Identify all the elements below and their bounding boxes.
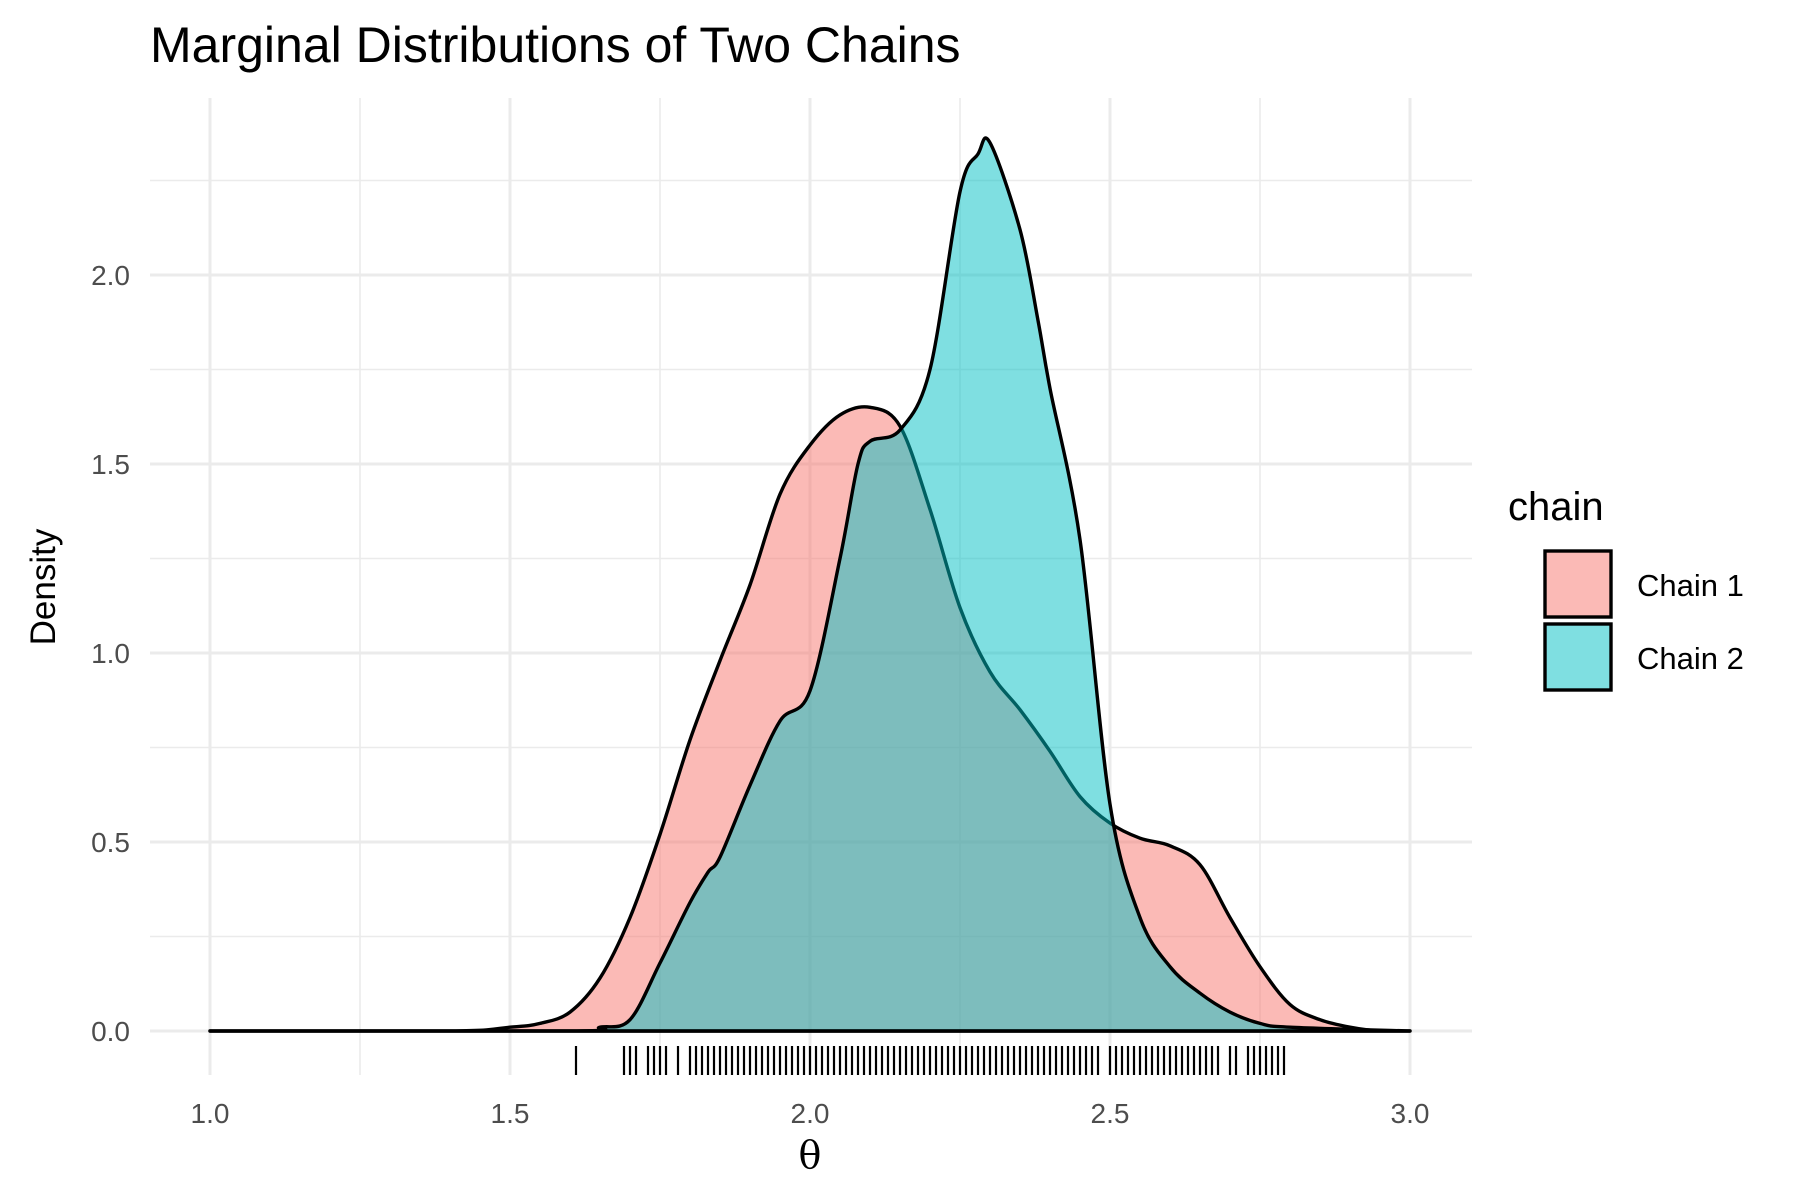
x-tick-label: 3.0: [1391, 1098, 1430, 1129]
x-tick-label: 1.5: [491, 1098, 530, 1129]
y-tick-label: 2.0: [91, 260, 130, 291]
x-tick-label: 1.0: [191, 1098, 230, 1129]
legend-title: chain: [1508, 485, 1604, 529]
x-tick-label: 2.0: [791, 1098, 830, 1129]
legend-label-chain-2: Chain 2: [1637, 641, 1744, 676]
x-axis-title: θ: [799, 1133, 822, 1177]
y-tick-label: 0.5: [91, 827, 130, 858]
legend-label-chain-1: Chain 1: [1637, 568, 1744, 603]
x-tick-label: 2.5: [1091, 1098, 1130, 1129]
x-tick-labels: 1.0 1.5 2.0 2.5 3.0: [191, 1098, 1430, 1129]
legend: chain Chain 1 Chain 2: [1508, 485, 1744, 692]
y-tick-label: 1.5: [91, 449, 130, 480]
y-tick-label: 1.0: [91, 638, 130, 669]
density-area-chain-2: [208, 136, 1412, 1033]
legend-key-chain-2: [1543, 622, 1613, 692]
y-tick-labels: 0.0 0.5 1.0 1.5 2.0: [91, 260, 130, 1047]
chart-title: Marginal Distributions of Two Chains: [150, 17, 961, 73]
y-axis-title: Density: [24, 528, 63, 645]
y-tick-label: 0.0: [91, 1016, 130, 1047]
legend-key-chain-1: [1543, 549, 1613, 619]
rug-marks: [574, 1046, 1286, 1075]
density-areas: [208, 136, 1412, 1033]
